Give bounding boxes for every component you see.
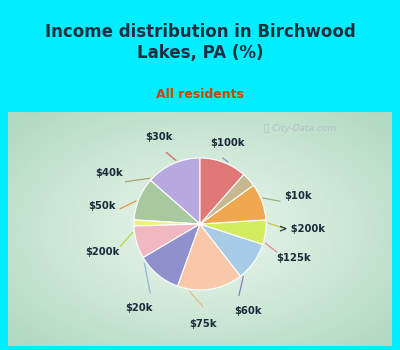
Text: $50k: $50k bbox=[88, 201, 116, 210]
Text: $60k: $60k bbox=[234, 306, 261, 316]
Text: $75k: $75k bbox=[190, 319, 217, 329]
Text: $30k: $30k bbox=[145, 132, 173, 142]
Text: $100k: $100k bbox=[210, 139, 245, 148]
Wedge shape bbox=[200, 220, 266, 244]
Text: $40k: $40k bbox=[95, 168, 123, 177]
Text: $10k: $10k bbox=[284, 191, 312, 201]
Wedge shape bbox=[134, 224, 200, 258]
Wedge shape bbox=[200, 224, 263, 276]
Text: $20k: $20k bbox=[126, 303, 153, 314]
Wedge shape bbox=[200, 175, 253, 224]
Text: All residents: All residents bbox=[156, 88, 244, 101]
Wedge shape bbox=[200, 158, 244, 224]
Wedge shape bbox=[200, 185, 266, 224]
Wedge shape bbox=[134, 220, 200, 226]
Text: > $200k: > $200k bbox=[279, 224, 325, 234]
Wedge shape bbox=[134, 180, 200, 224]
Text: $125k: $125k bbox=[276, 253, 311, 263]
Text: $200k: $200k bbox=[85, 247, 120, 257]
Text: ⓘ City-Data.com: ⓘ City-Data.com bbox=[264, 124, 336, 133]
Wedge shape bbox=[143, 224, 200, 286]
Wedge shape bbox=[178, 224, 240, 290]
Wedge shape bbox=[150, 158, 200, 224]
Text: Income distribution in Birchwood
Lakes, PA (%): Income distribution in Birchwood Lakes, … bbox=[45, 23, 355, 62]
